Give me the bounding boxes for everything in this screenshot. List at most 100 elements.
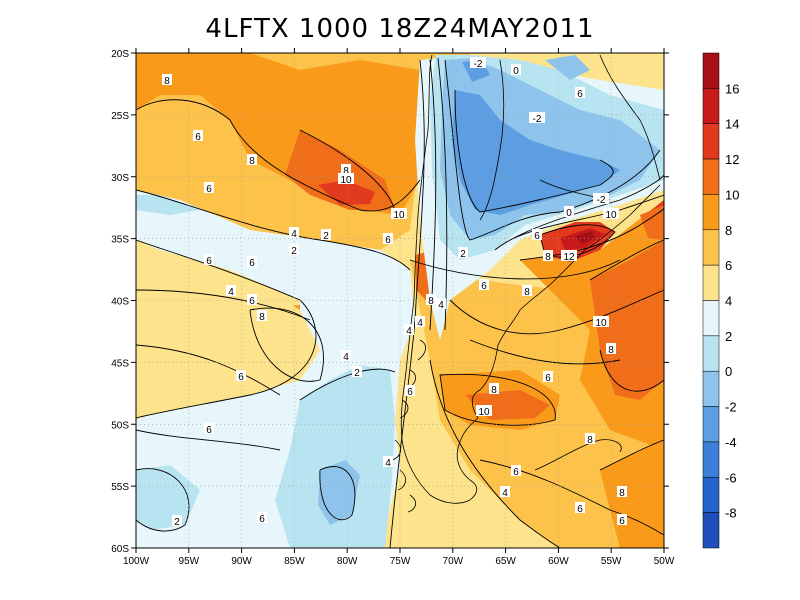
colorbar-swatch (702, 88, 720, 124)
contour-label: 6 (513, 467, 519, 478)
contour-label: 6 (206, 184, 212, 195)
colorbar-label: 6 (725, 258, 732, 273)
lon-tick-label: 90W (231, 556, 252, 567)
contour-label: 10 (340, 175, 352, 186)
colorbar-swatch (702, 158, 720, 195)
contour-label-bg (236, 370, 246, 381)
contour-label: -2 (533, 114, 542, 125)
contour-label-bg (617, 514, 627, 525)
contour-label-bg (383, 456, 393, 467)
lon-tick-label: 80W (337, 556, 358, 567)
contour-label-bg (391, 208, 407, 219)
contour-label-bg (289, 227, 299, 238)
lat-tick-label: 60S (111, 544, 129, 555)
colorbar-swatch (702, 300, 720, 337)
contour-label: 10 (478, 407, 490, 418)
contour-label: 6 (238, 372, 244, 383)
contour-label-bg (606, 343, 616, 354)
lat-tick-label: 35S (111, 235, 129, 246)
contour-label-bg (247, 154, 257, 165)
contour-label: 0 (513, 66, 519, 77)
contour-label: 6 (206, 256, 212, 267)
contour-label-bg (404, 324, 414, 335)
colorbar-swatch (702, 229, 720, 266)
colorbar-swatch (702, 52, 720, 89)
contour-label-bg (204, 182, 214, 193)
contour-label-bg (204, 423, 214, 434)
colorbar-label: -8 (725, 506, 737, 521)
contour-label: 10 (393, 210, 405, 221)
lon-tick-label: 95W (179, 556, 200, 567)
contour-label-bg (489, 383, 499, 394)
contour-label: 6 (385, 235, 391, 246)
colorbar-swatch (702, 335, 720, 372)
contour-label-bg (341, 164, 351, 175)
colorbar-label: 4 (725, 294, 732, 309)
contour-label: 10 (595, 318, 607, 329)
contour-label: 2 (323, 231, 329, 242)
contour-label: -2 (597, 195, 606, 206)
lon-tick-label: 70W (443, 556, 464, 567)
contour-label: 8 (249, 156, 255, 167)
contour-label: 8 (428, 296, 434, 307)
map-grid (136, 53, 664, 548)
contour-label: 4 (417, 318, 423, 329)
contour-label: 12 (563, 252, 575, 263)
contour-label: 6 (577, 89, 583, 100)
contour-label-bg (405, 385, 415, 396)
lon-tick-label: 75W (390, 556, 411, 567)
contour-label: 4 (502, 488, 508, 499)
axis-labels: 100W 95W 90W 85W 80W 75W 70W 65W 60W 55W 50W 20S 25S… (111, 49, 675, 567)
lat-tick-label: 50S (111, 420, 129, 431)
contour-label-bg (500, 486, 510, 497)
contour-label: 6 (481, 281, 487, 292)
colorbar-swatch (702, 512, 720, 549)
contour-label-bg (564, 206, 574, 217)
contour-label-bg (561, 250, 577, 261)
lon-tick-label: 55W (601, 556, 622, 567)
contour-label-bg (338, 173, 354, 184)
lat-tick-label: 20S (111, 49, 129, 60)
colorbar-swatch (702, 194, 720, 231)
contour-label-bg (415, 316, 425, 327)
contour-label-bg (575, 87, 585, 98)
colorbar-label: 10 (725, 187, 739, 202)
lat-tick-label: 45S (111, 358, 129, 369)
lat-tick-label: 40S (111, 297, 129, 308)
contour-label: -2 (474, 59, 483, 70)
contour-label: 10 (605, 210, 617, 221)
contour-label-bg (617, 486, 627, 497)
contour-label: 6 (195, 132, 201, 143)
contour-label-bg (543, 250, 553, 261)
contour-label-bg (470, 57, 486, 68)
contour-label: 4 (291, 229, 297, 240)
contour-label: 0 (566, 208, 572, 219)
colorbar-label: 2 (725, 329, 732, 344)
contour-label-bg (247, 256, 257, 267)
map-title: 4LFTX 1000 18Z24MAY2011 (205, 14, 595, 44)
contour-label-bg (532, 229, 542, 240)
contour-label-bg (593, 316, 609, 327)
contour-label-bg (511, 465, 521, 476)
contour-label-bg (193, 130, 203, 141)
lon-tick-label: 60W (548, 556, 569, 567)
contour-label: 6 (534, 231, 540, 242)
lon-tick-label: 100W (123, 556, 150, 567)
contour-label: 6 (407, 387, 413, 398)
colorbar-label: -6 (725, 470, 737, 485)
contour-label: 6 (249, 258, 255, 269)
contour-label: 6 (259, 514, 265, 525)
axis-ticks (131, 48, 669, 553)
colorbar-label: 16 (725, 81, 739, 96)
contour-label-bg (289, 244, 299, 255)
lat-tick-label: 30S (111, 173, 129, 184)
lat-tick-label: 55S (111, 482, 129, 493)
contour-label-bg (247, 294, 257, 305)
contour-label: 8 (259, 312, 265, 323)
lon-tick-label: 65W (495, 556, 516, 567)
lat-tick-label: 25S (111, 111, 129, 122)
contour-label: 2 (174, 517, 180, 528)
contour-label-bg (352, 366, 362, 377)
